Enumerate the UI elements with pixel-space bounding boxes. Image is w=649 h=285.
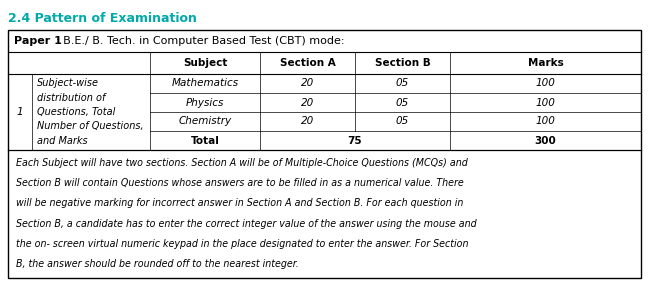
Text: Questions, Total: Questions, Total xyxy=(37,107,116,117)
Text: 05: 05 xyxy=(396,117,409,127)
Text: Subject-wise: Subject-wise xyxy=(37,78,99,88)
Text: Section B, a candidate has to enter the correct integer value of the answer usin: Section B, a candidate has to enter the … xyxy=(16,219,476,229)
Text: 05: 05 xyxy=(396,78,409,89)
Text: 20: 20 xyxy=(301,78,314,89)
Text: Chemistry: Chemistry xyxy=(178,117,232,127)
Text: 2.4 Pattern of Examination: 2.4 Pattern of Examination xyxy=(8,12,197,25)
Text: : B.E./ B. Tech. in Computer Based Test (CBT) mode:: : B.E./ B. Tech. in Computer Based Test … xyxy=(56,36,345,46)
Text: Section B will contain Questions whose answers are to be filled in as a numerica: Section B will contain Questions whose a… xyxy=(16,178,464,188)
Text: distribution of: distribution of xyxy=(37,93,105,103)
Text: 100: 100 xyxy=(535,97,556,107)
Text: 20: 20 xyxy=(301,117,314,127)
Text: Paper 1: Paper 1 xyxy=(14,36,62,46)
Text: Each Subject will have two sections. Section A will be of Multiple-Choice Questi: Each Subject will have two sections. Sec… xyxy=(16,158,468,168)
Text: Mathematics: Mathematics xyxy=(171,78,239,89)
Text: B, the answer should be rounded off to the nearest integer.: B, the answer should be rounded off to t… xyxy=(16,259,299,269)
Text: Physics: Physics xyxy=(186,97,224,107)
Text: 75: 75 xyxy=(348,135,362,146)
Text: Number of Questions,: Number of Questions, xyxy=(37,121,143,131)
Text: 300: 300 xyxy=(535,135,556,146)
Text: 100: 100 xyxy=(535,117,556,127)
Text: Section A: Section A xyxy=(280,58,336,68)
Text: the on- screen virtual numeric keypad in the place designated to enter the answe: the on- screen virtual numeric keypad in… xyxy=(16,239,469,249)
Text: 05: 05 xyxy=(396,97,409,107)
Text: Section B: Section B xyxy=(374,58,430,68)
Bar xyxy=(8,30,641,278)
Text: will be negative marking for incorrect answer in Section A and Section B. For ea: will be negative marking for incorrect a… xyxy=(16,198,463,208)
Text: 100: 100 xyxy=(535,78,556,89)
Text: 20: 20 xyxy=(301,97,314,107)
Text: Marks: Marks xyxy=(528,58,563,68)
Text: Subject: Subject xyxy=(183,58,227,68)
Text: and Marks: and Marks xyxy=(37,136,88,146)
Text: Total: Total xyxy=(191,135,219,146)
Text: 1: 1 xyxy=(17,107,23,117)
